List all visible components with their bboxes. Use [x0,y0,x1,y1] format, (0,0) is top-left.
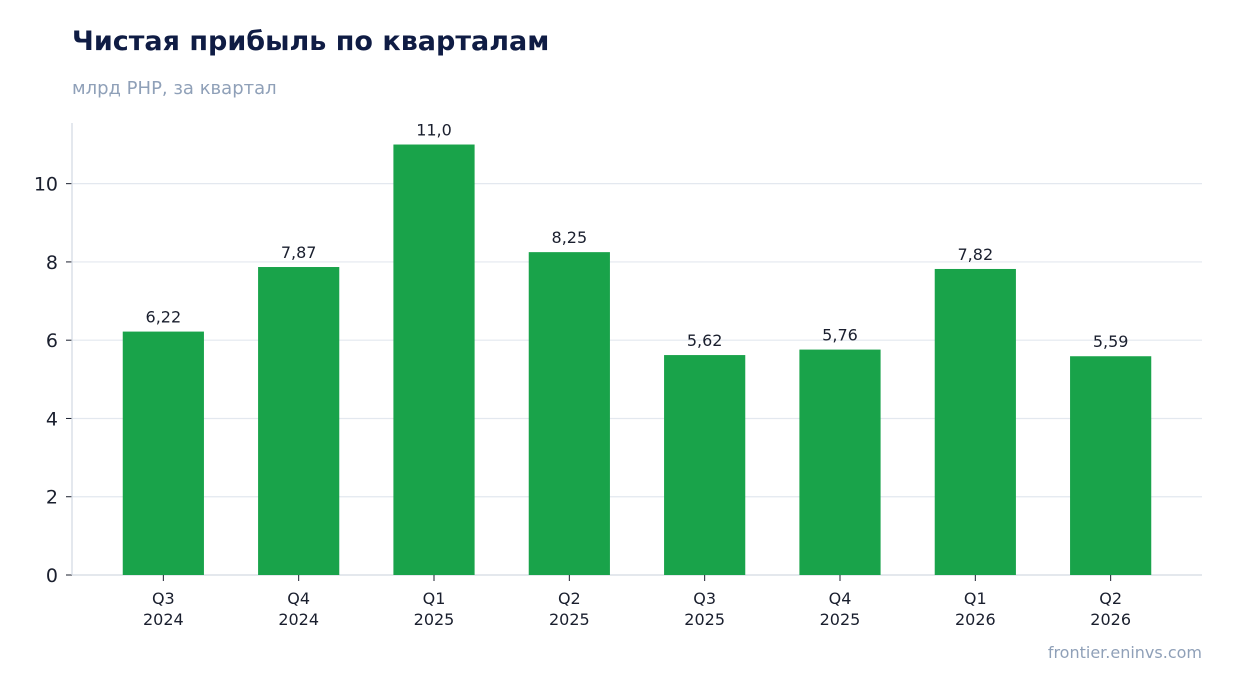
bar [122,331,204,575]
x-tick-label-quarter: Q3 [152,589,175,608]
x-tick-label-year: 2024 [143,610,184,629]
x-tick-label-year: 2026 [1090,610,1131,629]
data-label: 7,87 [281,243,317,262]
source-watermark: frontier.eninvs.com [1047,643,1202,662]
x-tick-label-quarter: Q4 [287,589,310,608]
x-tick-label-year: 2025 [684,610,725,629]
bar [799,349,881,575]
bar [1070,356,1152,575]
x-tick-label-quarter: Q1 [423,589,446,608]
y-tick-label: 10 [34,174,58,196]
y-tick-label: 2 [46,487,58,509]
chart-title: Чистая прибыль по кварталам [72,26,550,57]
y-tick-label: 0 [46,565,58,587]
bar [528,252,610,575]
data-label: 8,25 [552,228,588,247]
x-tick-label-quarter: Q2 [1099,589,1122,608]
bar [934,268,1016,575]
x-tick-label-quarter: Q1 [964,589,987,608]
bar [258,267,340,575]
chart-subtitle: млрд PHP, за квартал [72,78,277,99]
x-tick-label-year: 2025 [820,610,861,629]
bar [664,355,746,575]
y-tick-label: 8 [46,252,58,274]
y-tick-label: 6 [46,330,58,352]
bar [393,144,475,575]
y-tick-label: 4 [46,408,58,430]
x-tick-label-quarter: Q3 [693,589,716,608]
x-tick-label-year: 2024 [278,610,319,629]
data-label: 11,0 [416,121,452,140]
data-label: 5,62 [687,331,723,350]
x-tick-label-year: 2025 [549,610,590,629]
x-tick-label-quarter: Q2 [558,589,581,608]
x-tick-label-year: 2026 [955,610,996,629]
data-label: 7,82 [958,245,994,264]
data-label: 5,76 [822,326,858,345]
x-tick-label-year: 2025 [414,610,455,629]
data-label: 6,22 [146,308,182,327]
x-tick-label-quarter: Q4 [829,589,852,608]
data-label: 5,59 [1093,332,1129,351]
